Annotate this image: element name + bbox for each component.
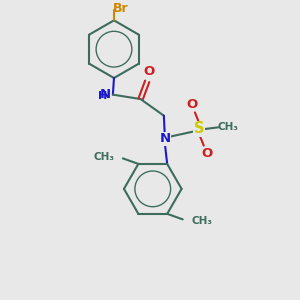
Text: N: N	[100, 88, 111, 101]
Text: O: O	[144, 65, 155, 78]
Text: CH₃: CH₃	[192, 216, 213, 226]
Text: S: S	[194, 122, 205, 136]
Text: CH₃: CH₃	[218, 122, 239, 132]
Text: O: O	[201, 147, 212, 161]
Text: H: H	[98, 91, 107, 101]
Text: CH₃: CH₃	[94, 152, 115, 162]
Text: O: O	[187, 98, 198, 111]
Text: Br: Br	[113, 2, 129, 15]
Text: N: N	[159, 133, 170, 146]
